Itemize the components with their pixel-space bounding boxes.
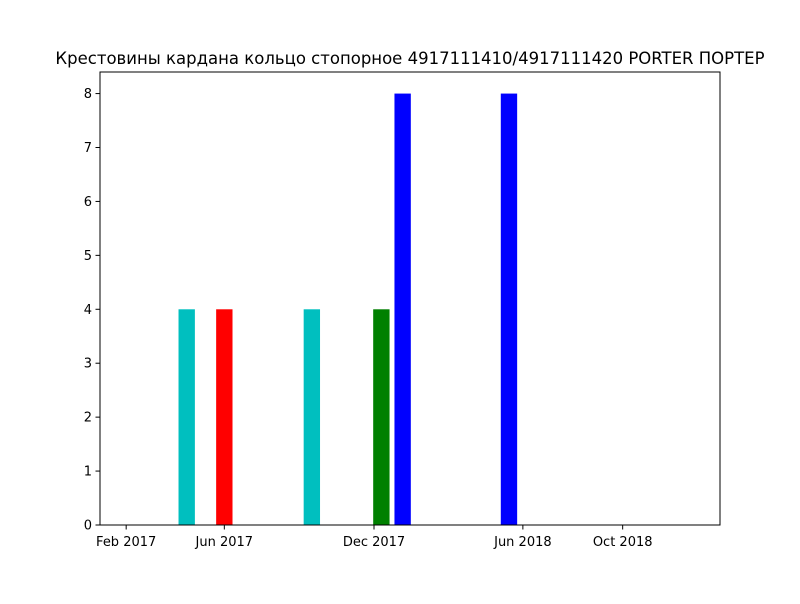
y-tick-label: 7 [84,141,92,156]
y-tick-label: 5 [84,249,92,264]
x-tick-label: Feb 2017 [96,535,156,550]
y-tick-label: 8 [84,87,92,102]
bar-3 [303,309,321,525]
x-tick-label: Jun 2017 [195,535,254,550]
bar-5 [394,93,411,525]
bar-1 [178,309,195,525]
y-tick-label: 6 [84,195,92,210]
x-axis: Feb 2017 Jun 2017 Dec 2017 Jun 2018 Oct 2018 [96,525,653,550]
chart-title: Крестовины кардана кольцо стопорное 4917… [55,49,764,68]
y-tick-label: 0 [84,519,92,534]
plot-frame [99,71,721,526]
y-tick-label: 1 [84,465,92,480]
y-tick-label: 4 [84,303,92,318]
y-tick-label: 3 [84,357,92,372]
bar-4 [373,309,390,525]
y-axis: 0 1 2 3 4 5 6 7 8 [84,87,100,534]
x-tick-label: Jun 2018 [493,535,552,550]
y-tick-label: 2 [84,411,92,426]
bar-2 [216,309,233,525]
x-tick-label: Oct 2018 [593,535,653,550]
bars [178,93,518,525]
bar-6 [500,93,518,525]
x-tick-label: Dec 2017 [343,535,405,550]
